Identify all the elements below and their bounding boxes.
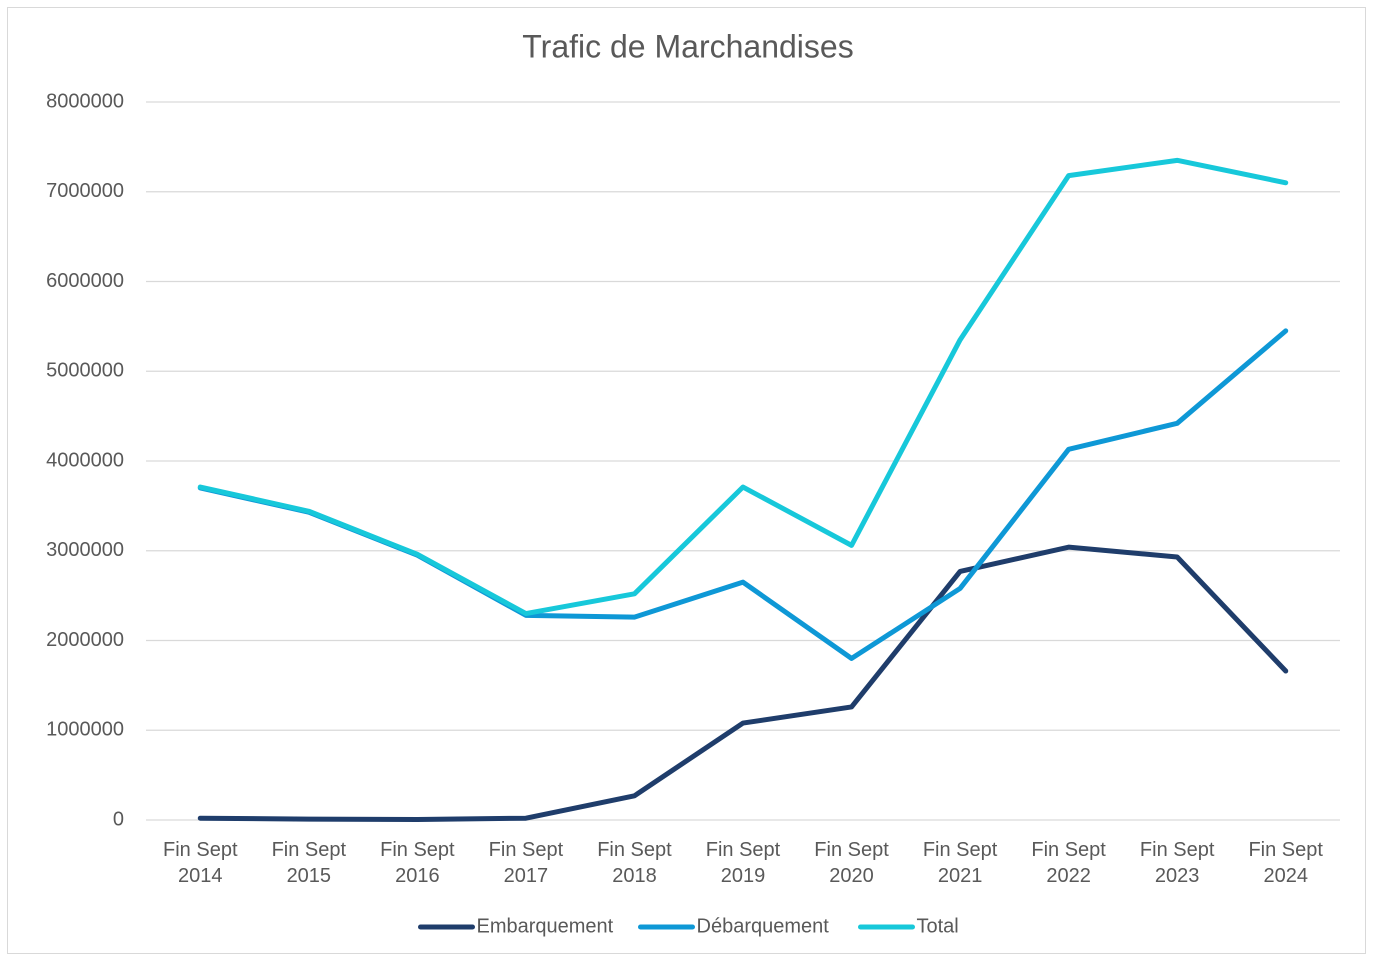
x-tick-label: Fin Sept 2016 — [380, 839, 455, 887]
x-tick-label: Fin Sept 2019 — [705, 839, 781, 887]
series-line — [197, 544, 1289, 823]
x-tick-label: Fin Sept 2023 — [1139, 839, 1215, 887]
x-tick-label: Fin Sept 2018 — [597, 839, 672, 887]
chart-title: Trafic de Marchandises — [522, 28, 853, 64]
y-tick-label: 1000000 — [46, 719, 124, 741]
x-tick-label: Fin Sept 2021 — [922, 839, 998, 887]
x-tick-label: Fin Sept 2024 — [1248, 839, 1323, 887]
x-tick-label: Fin Sept 2015 — [271, 839, 347, 887]
y-tick-label: 6000000 — [46, 270, 124, 292]
legend-label: Total — [917, 915, 959, 937]
y-tick-label: 3000000 — [46, 539, 124, 561]
legend-label: Embarquement — [477, 915, 614, 937]
legend-label: Débarquement — [697, 915, 830, 937]
chart-border — [7, 7, 1366, 954]
y-tick-label: 0 — [113, 808, 124, 830]
series-line — [197, 157, 1289, 617]
y-tick-label: 4000000 — [46, 449, 124, 471]
x-tick-label: Fin Sept 2020 — [814, 839, 889, 887]
x-tick-label: Fin Sept 2022 — [1031, 839, 1106, 887]
x-tick-label: Fin Sept 2017 — [488, 839, 564, 887]
y-tick-label: 5000000 — [46, 360, 124, 382]
x-tick-label: Fin Sept 2014 — [163, 839, 238, 887]
y-tick-label: 8000000 — [46, 90, 124, 112]
y-tick-label: 2000000 — [46, 629, 124, 651]
y-tick-label: 7000000 — [46, 180, 124, 202]
